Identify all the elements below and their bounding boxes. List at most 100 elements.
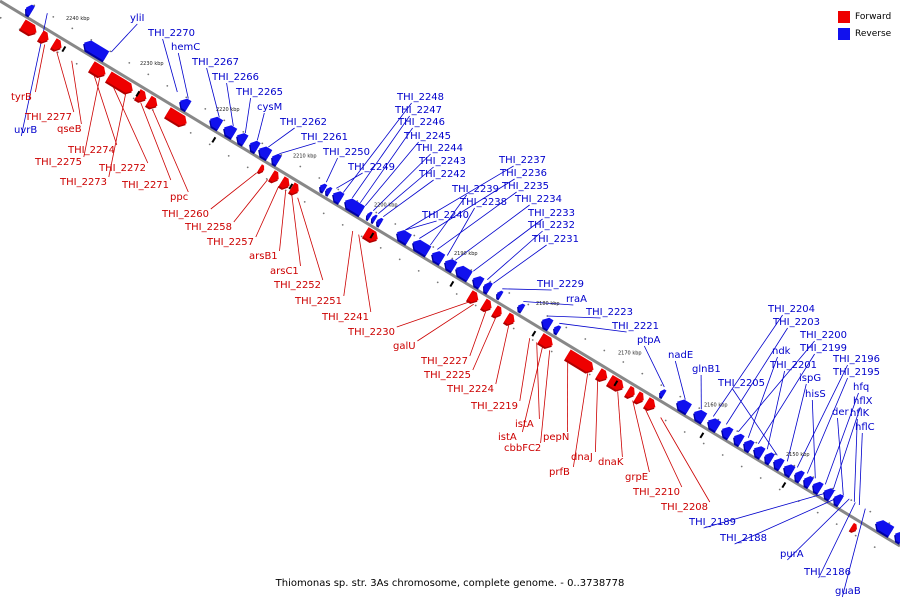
reverse-gene-arrow [803, 475, 814, 490]
backbone-dot [565, 326, 568, 329]
reverse-gene-arrow [376, 217, 384, 228]
reverse-gene-label: THI_2240 [421, 210, 469, 221]
forward-label-connector [617, 391, 623, 458]
backbone-dot [394, 223, 397, 225]
forward-gene-arrow [594, 368, 608, 383]
reverse-gene-label: THI_2233 [527, 208, 575, 219]
reverse-label-connector [832, 406, 861, 490]
forward-gene-label: THI_2225 [423, 370, 471, 381]
forward-gene-label: galU [393, 341, 416, 352]
reverse-gene-arrow [412, 239, 432, 258]
reverse-gene-label: THI_2200 [799, 330, 847, 341]
forward-gene-arrow [642, 397, 656, 412]
reverse-gene-label: THI_2243 [418, 156, 466, 167]
forward-gene-label: dnaJ [571, 452, 593, 463]
forward-label-connector [112, 85, 149, 164]
forward-gene-arrow [87, 61, 106, 79]
reverse-gene-label: ndk [772, 346, 791, 357]
backbone-dot [736, 430, 739, 432]
forward-gene-label: THI_2274 [67, 145, 115, 156]
reverse-gene-label: THI_2229 [536, 279, 584, 290]
reverse-gene-label: uvrB [14, 125, 37, 136]
forward-label-connector [417, 303, 474, 342]
reverse-gene-label: THI_2196 [832, 354, 880, 365]
backbone-dot [508, 292, 511, 294]
reverse-gene-arrow [179, 98, 192, 113]
backbone-dot [132, 97, 135, 100]
forward-label-connector [358, 234, 372, 313]
backbone-dot [303, 201, 306, 203]
backbone-dot [71, 27, 74, 30]
reverse-gene-arrow [733, 433, 745, 448]
scale-tick-label: 2150 kbp [786, 452, 810, 458]
reverse-gene-arrow [676, 399, 692, 416]
backbone-dot [755, 441, 758, 444]
reverse-label-connector [811, 399, 816, 479]
backbone-dot [550, 350, 553, 353]
forward-label-connector [644, 407, 683, 488]
reverse-label-connector [364, 141, 419, 207]
forward-gene-arrow [563, 349, 594, 374]
forward-gene-label: THI_2273 [59, 177, 107, 188]
forward-gene-arrow [848, 522, 857, 533]
backbone-dot [683, 431, 686, 433]
reverse-gene-label: hisS [805, 389, 826, 400]
reverse-gene-arrow [332, 191, 345, 206]
backbone-dot [75, 62, 78, 65]
scale-tick-mark [449, 280, 455, 288]
reverse-label-connector [559, 322, 627, 333]
reverse-label-connector [732, 388, 778, 456]
forward-label-connector [93, 73, 118, 146]
reverse-label-connector [177, 52, 189, 99]
scale-tick-mark [781, 481, 787, 489]
reverse-label-connector [502, 288, 552, 291]
scale-tick-label: 2240 kbp [66, 16, 90, 22]
reverse-gene-label: hflX [853, 396, 873, 407]
reverse-label-connector [712, 314, 783, 417]
forward-label-connector [469, 311, 487, 357]
scale-tick-label: 2170 kbp [618, 350, 642, 356]
forward-gene-arrow [18, 19, 37, 37]
reverse-gene-label: nadE [668, 350, 693, 361]
reverse-label-connector [818, 502, 856, 579]
reverse-gene-arrow [344, 198, 366, 218]
reverse-label-connector [837, 417, 844, 496]
forward-gene-label: THI_2224 [446, 384, 494, 395]
reverse-label-connector [643, 345, 665, 388]
map-caption: Thiomonas sp. str. 3As chromosome, compl… [275, 578, 625, 589]
scale-tick-label: 2210 kbp [293, 154, 317, 160]
backbone-dot [90, 39, 93, 41]
forward-gene-arrow [267, 170, 279, 184]
backbone-dot [778, 488, 781, 491]
backbone-dot [261, 142, 264, 145]
forward-label-connector [83, 77, 101, 158]
scale-tick-mark [211, 136, 217, 143]
reverse-gene-arrow [541, 317, 554, 332]
reverse-label-connector [244, 97, 251, 134]
reverse-gene-arrow [25, 4, 35, 18]
backbone-dot [166, 85, 169, 87]
reverse-label-connector [547, 315, 601, 319]
reverse-gene-label: ptpA [637, 335, 661, 346]
reverse-label-connector [437, 191, 517, 250]
reverse-gene-label: THI_2245 [403, 131, 451, 142]
backbone-dot [584, 338, 587, 340]
backbone-dot [208, 143, 211, 146]
reverse-gene-label: THI_2223 [585, 307, 633, 318]
backbone-dot [660, 384, 663, 386]
reverse-label-connector [336, 172, 363, 189]
scale-tick-mark [531, 330, 537, 337]
backbone-dot [246, 166, 249, 169]
reverse-gene-label: THI_2237 [498, 155, 546, 166]
backbone-dot [375, 211, 378, 214]
forward-gene-arrow [164, 107, 187, 128]
forward-label-connector [233, 179, 269, 223]
forward-label-connector [495, 325, 510, 385]
forward-gene-arrow [465, 290, 479, 304]
reverse-gene-arrow [209, 116, 224, 132]
backbone-dot [873, 546, 876, 548]
backbone-dot [322, 212, 325, 215]
reverse-label-connector [806, 377, 848, 474]
reverse-gene-label: THI_2246 [397, 117, 445, 128]
